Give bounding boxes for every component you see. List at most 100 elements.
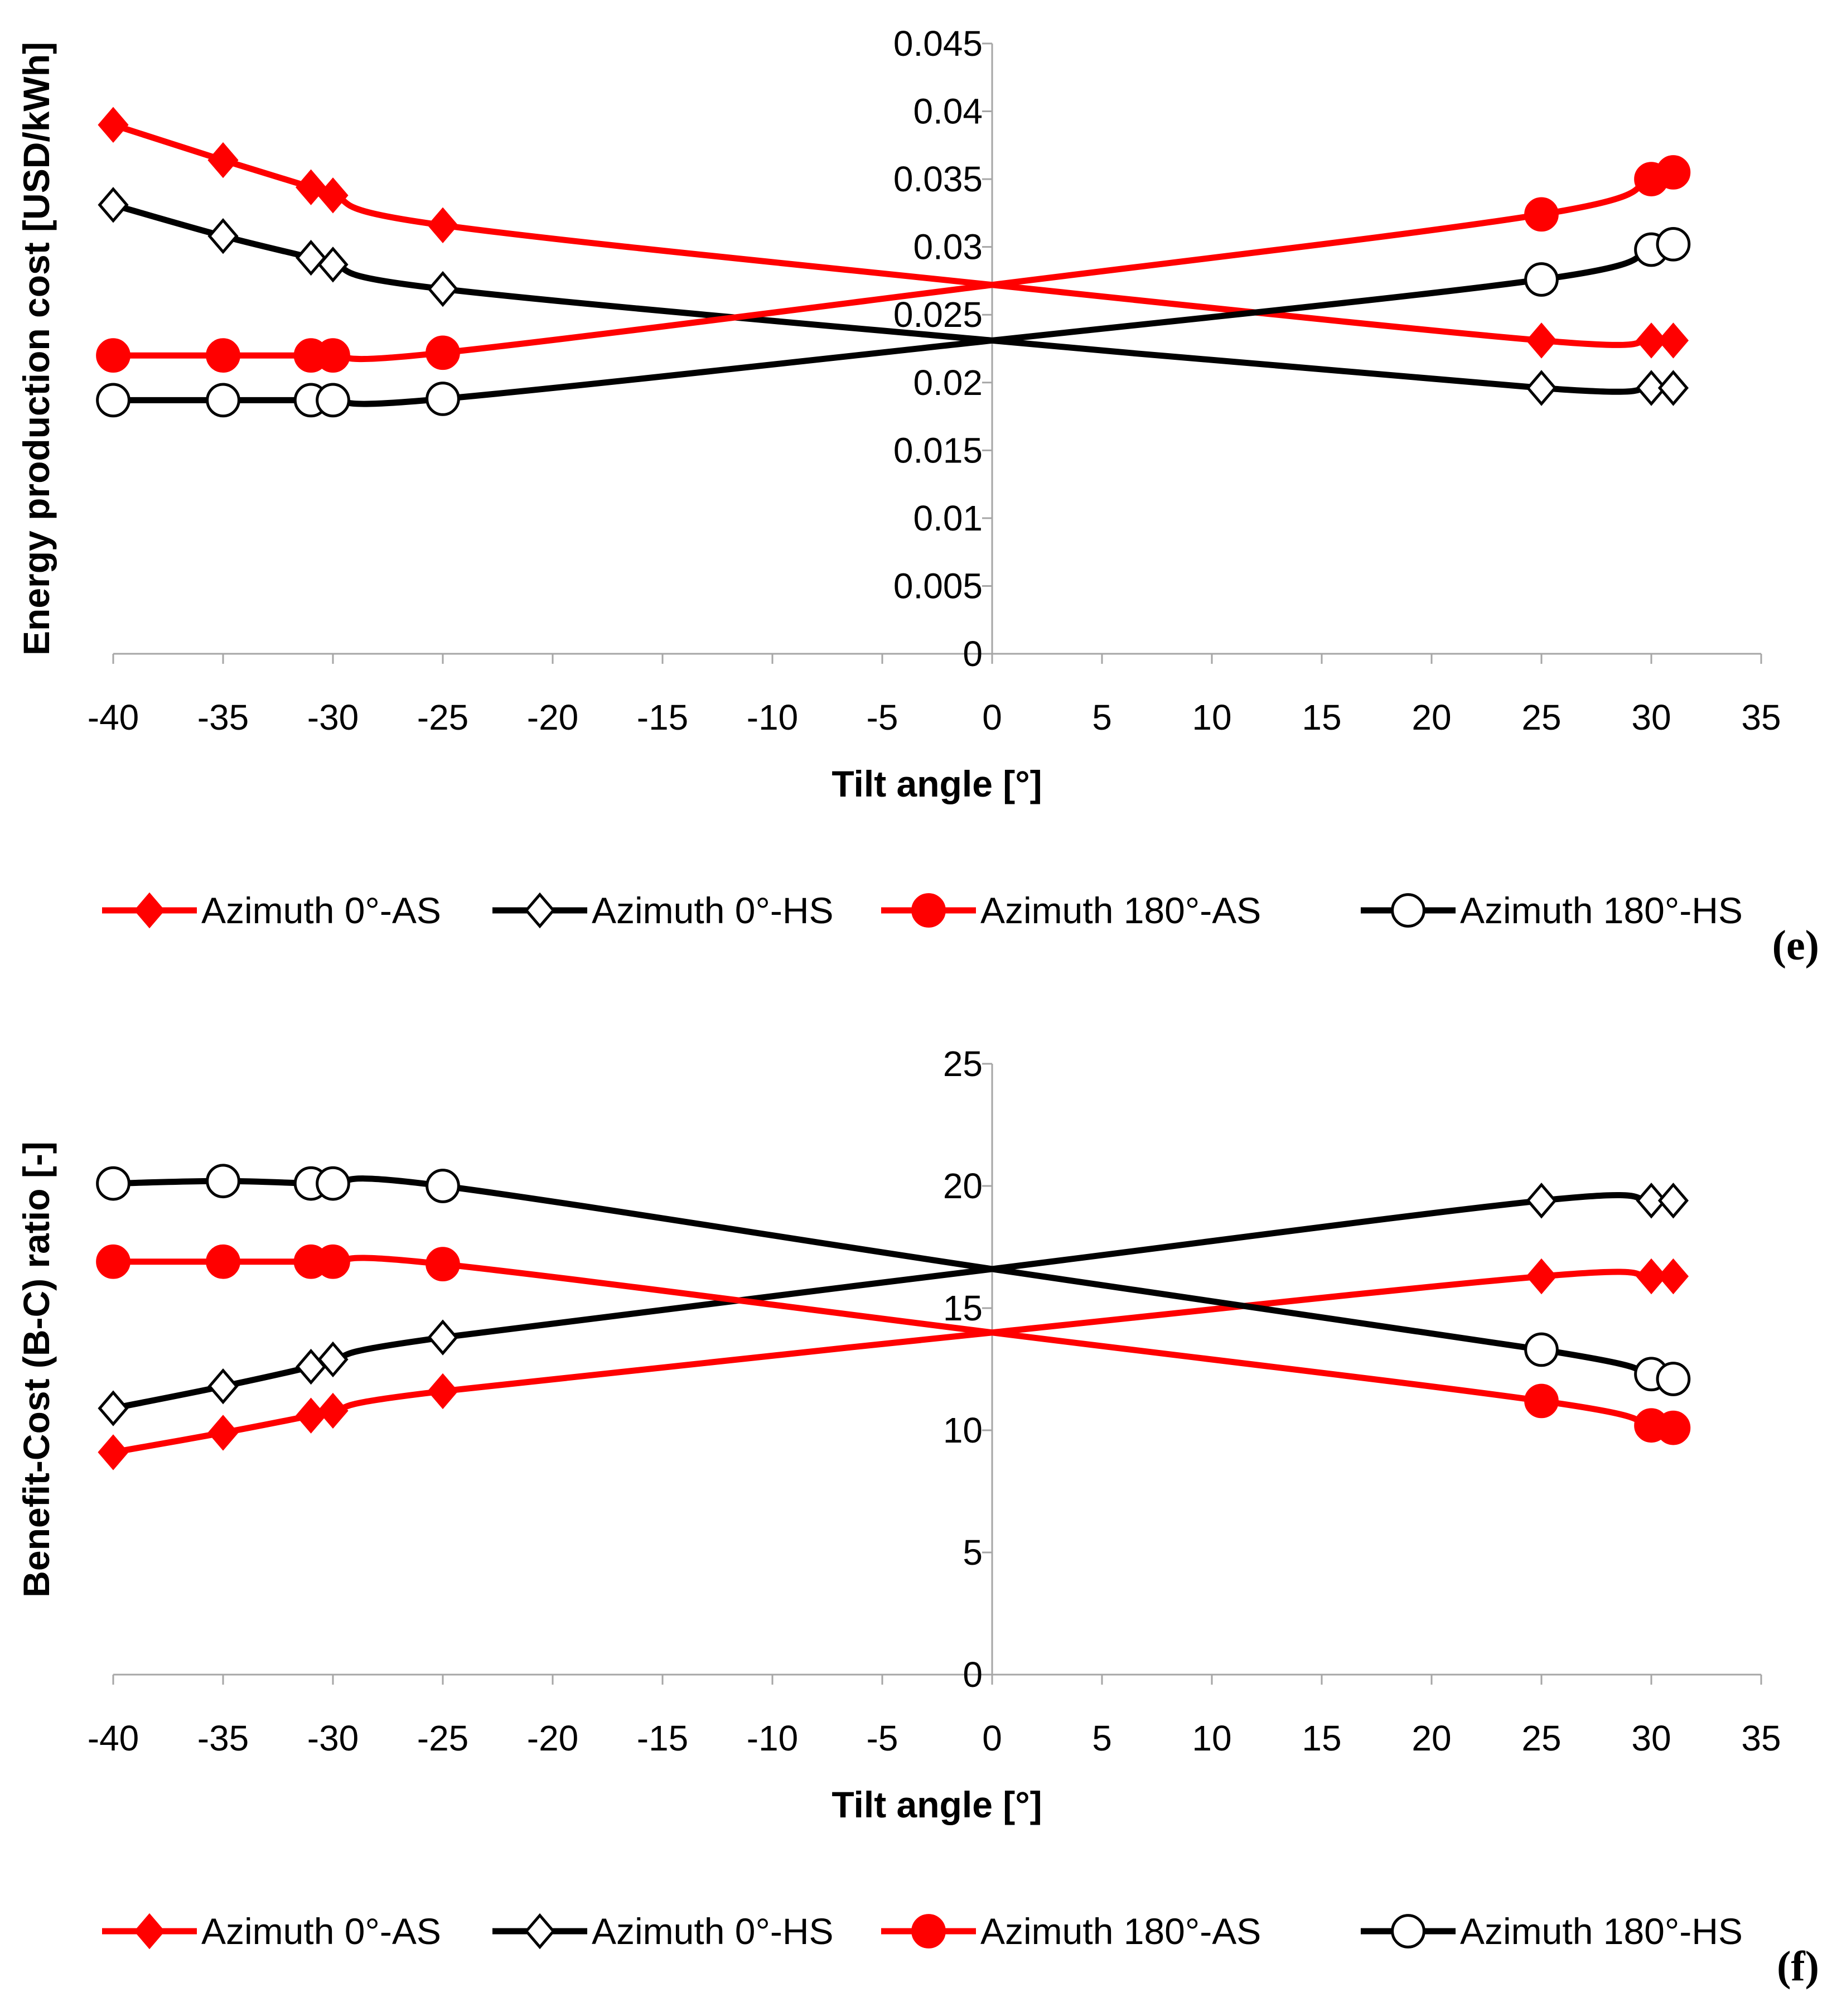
data-point-marker [1526,322,1557,359]
x-tick-label: 30 [1631,697,1671,737]
data-point-marker [206,1164,240,1199]
data-point-marker [427,207,458,243]
x-tick-label: 35 [1741,1718,1781,1758]
legend: Azimuth 0°-AS Azimuth 0°-HS Azimuth 180°-A… [102,1911,1743,1952]
series-line [110,241,1676,407]
x-tick-label: 0 [982,697,1002,737]
data-point-marker [426,382,460,416]
data-point-marker [427,1319,458,1356]
legend-marker [911,893,946,928]
y-tick-label: 0.045 [893,23,983,64]
data-point-marker [1526,1258,1557,1295]
series-line [110,1255,1676,1431]
data-point-marker [1636,370,1667,406]
data-point-marker [1526,370,1557,406]
data-point-marker [1656,1410,1691,1445]
x-tick-label: -15 [637,1718,689,1758]
data-point-marker [1657,1183,1689,1219]
panel-label: (f) [1777,1943,1819,1990]
data-point-marker [1656,1362,1691,1396]
data-point-marker [317,1341,349,1378]
data-point-marker [316,1244,350,1279]
legend: Azimuth 0°-AS Azimuth 0°-HS Azimuth 180°-A… [102,890,1743,931]
series-line [110,169,1676,363]
x-tick-label: 35 [1741,697,1781,737]
data-point-marker [296,169,327,205]
y-tick-label: 5 [963,1532,983,1573]
data-point-marker [1636,1258,1667,1295]
legend-label: Azimuth 180°-HS [1460,890,1743,931]
y-tick-label: 0 [963,1655,983,1695]
x-tick-label: 15 [1302,1718,1341,1758]
data-point-marker [426,335,460,370]
legend-label: Azimuth 0°-AS [201,890,441,931]
data-point-marker [296,239,327,276]
panel-label: (e) [1772,922,1819,969]
series-azimuth-180-as [96,1244,1691,1445]
data-point-marker [296,1348,327,1385]
x-tick-label: 0 [982,1718,1002,1758]
data-point-marker [96,1166,130,1201]
series-azimuth-0-as [98,107,1689,359]
x-tick-label: -5 [867,1718,898,1758]
y-tick-label: 0.04 [913,91,983,132]
x-tick-label: -30 [307,697,359,737]
data-point-marker [317,247,349,283]
data-point-marker [316,383,350,418]
legend-marker [911,1914,946,1949]
data-point-marker [206,383,240,418]
data-point-marker [427,271,458,307]
legend-marker [1391,1914,1425,1949]
data-point-marker [1636,1183,1667,1219]
series-azimuth-0-as [98,1258,1689,1470]
data-point-marker [426,1247,460,1282]
series-azimuth-180-hs [96,226,1691,418]
x-tick-label: 25 [1521,1718,1561,1758]
x-tick-label: 15 [1302,697,1341,737]
series-line [110,122,1676,348]
legend-label: Azimuth 0°-AS [201,1911,441,1952]
data-point-marker [1524,1383,1559,1419]
legend-label: Azimuth 0°-HS [592,1911,834,1952]
y-tick-label: 0.01 [913,498,983,538]
data-point-marker [1524,1332,1559,1367]
series-azimuth-180-as [96,155,1691,373]
data-point-marker [207,1415,239,1451]
y-tick-label: 0.03 [913,227,983,267]
y-tick-label: 15 [943,1288,983,1328]
series-azimuth-180-hs [96,1164,1691,1396]
series-line [110,1269,1676,1455]
legend-marker [134,892,165,929]
x-tick-label: 20 [1412,697,1451,737]
x-tick-label: -25 [417,697,469,737]
x-tick-label: 20 [1412,1718,1451,1758]
series-azimuth-0-hs [98,187,1689,406]
legend-marker [524,892,555,929]
data-point-marker [98,1434,129,1470]
series-line [110,201,1676,395]
series-azimuth-0-hs [98,1183,1689,1426]
data-point-marker [427,1373,458,1410]
data-point-marker [1657,1258,1689,1295]
legend-marker [1391,893,1425,928]
y-tick-label: 0.035 [893,159,983,199]
chart-panel-e: -40 -35 -30 -25 -20 -15 -10 -5 0 5 10 15 20 25 30 35 0 0.… [16,23,1819,969]
x-tick-label: 10 [1192,697,1231,737]
x-tick-label: -10 [747,697,799,737]
y-axis-title: Benefit-Cost (B-C) ratio [-] [16,1141,57,1598]
data-point-marker [98,107,129,143]
x-tick-label: -30 [307,1718,359,1758]
x-tick-label: 25 [1521,697,1561,737]
x-tick-label: -5 [867,697,898,737]
x-tick-label: -40 [88,1718,139,1758]
data-point-marker [1656,155,1691,190]
x-axis-title: Tilt angle [°] [832,1784,1042,1825]
data-point-marker [207,218,239,254]
x-tick-label: -15 [637,697,689,737]
y-tick-label: 25 [943,1044,983,1084]
y-tick-label: 10 [943,1410,983,1450]
y-tick-label: 20 [943,1166,983,1206]
x-tick-label: -20 [527,697,579,737]
x-tick-label: -35 [197,1718,249,1758]
data-point-marker [98,187,129,223]
